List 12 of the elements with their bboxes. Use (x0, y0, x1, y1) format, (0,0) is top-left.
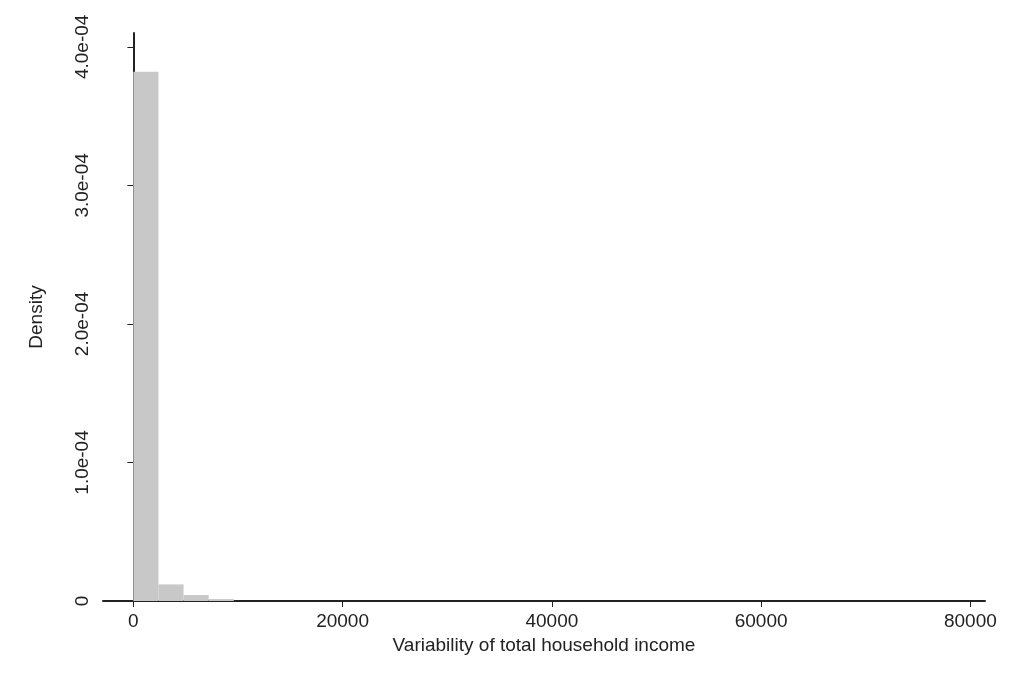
x-tick-label: 0 (128, 610, 139, 631)
x-tick-label: 20000 (316, 610, 370, 631)
y-tick-label: 1.0e-04 (71, 429, 92, 495)
x-axis-title: Variability of total household income (392, 633, 696, 655)
y-tick-label: 0 (71, 595, 92, 607)
x-tick-label: 40000 (525, 610, 579, 631)
y-tick-label: 3.0e-04 (71, 152, 92, 218)
y-tick-label: 2.0e-04 (71, 291, 92, 357)
y-tick-label: 4.0e-04 (71, 14, 92, 80)
y-axis-title: Density (25, 284, 46, 349)
x-tick-label: 80000 (943, 610, 997, 631)
x-tick-label: 60000 (734, 610, 788, 631)
